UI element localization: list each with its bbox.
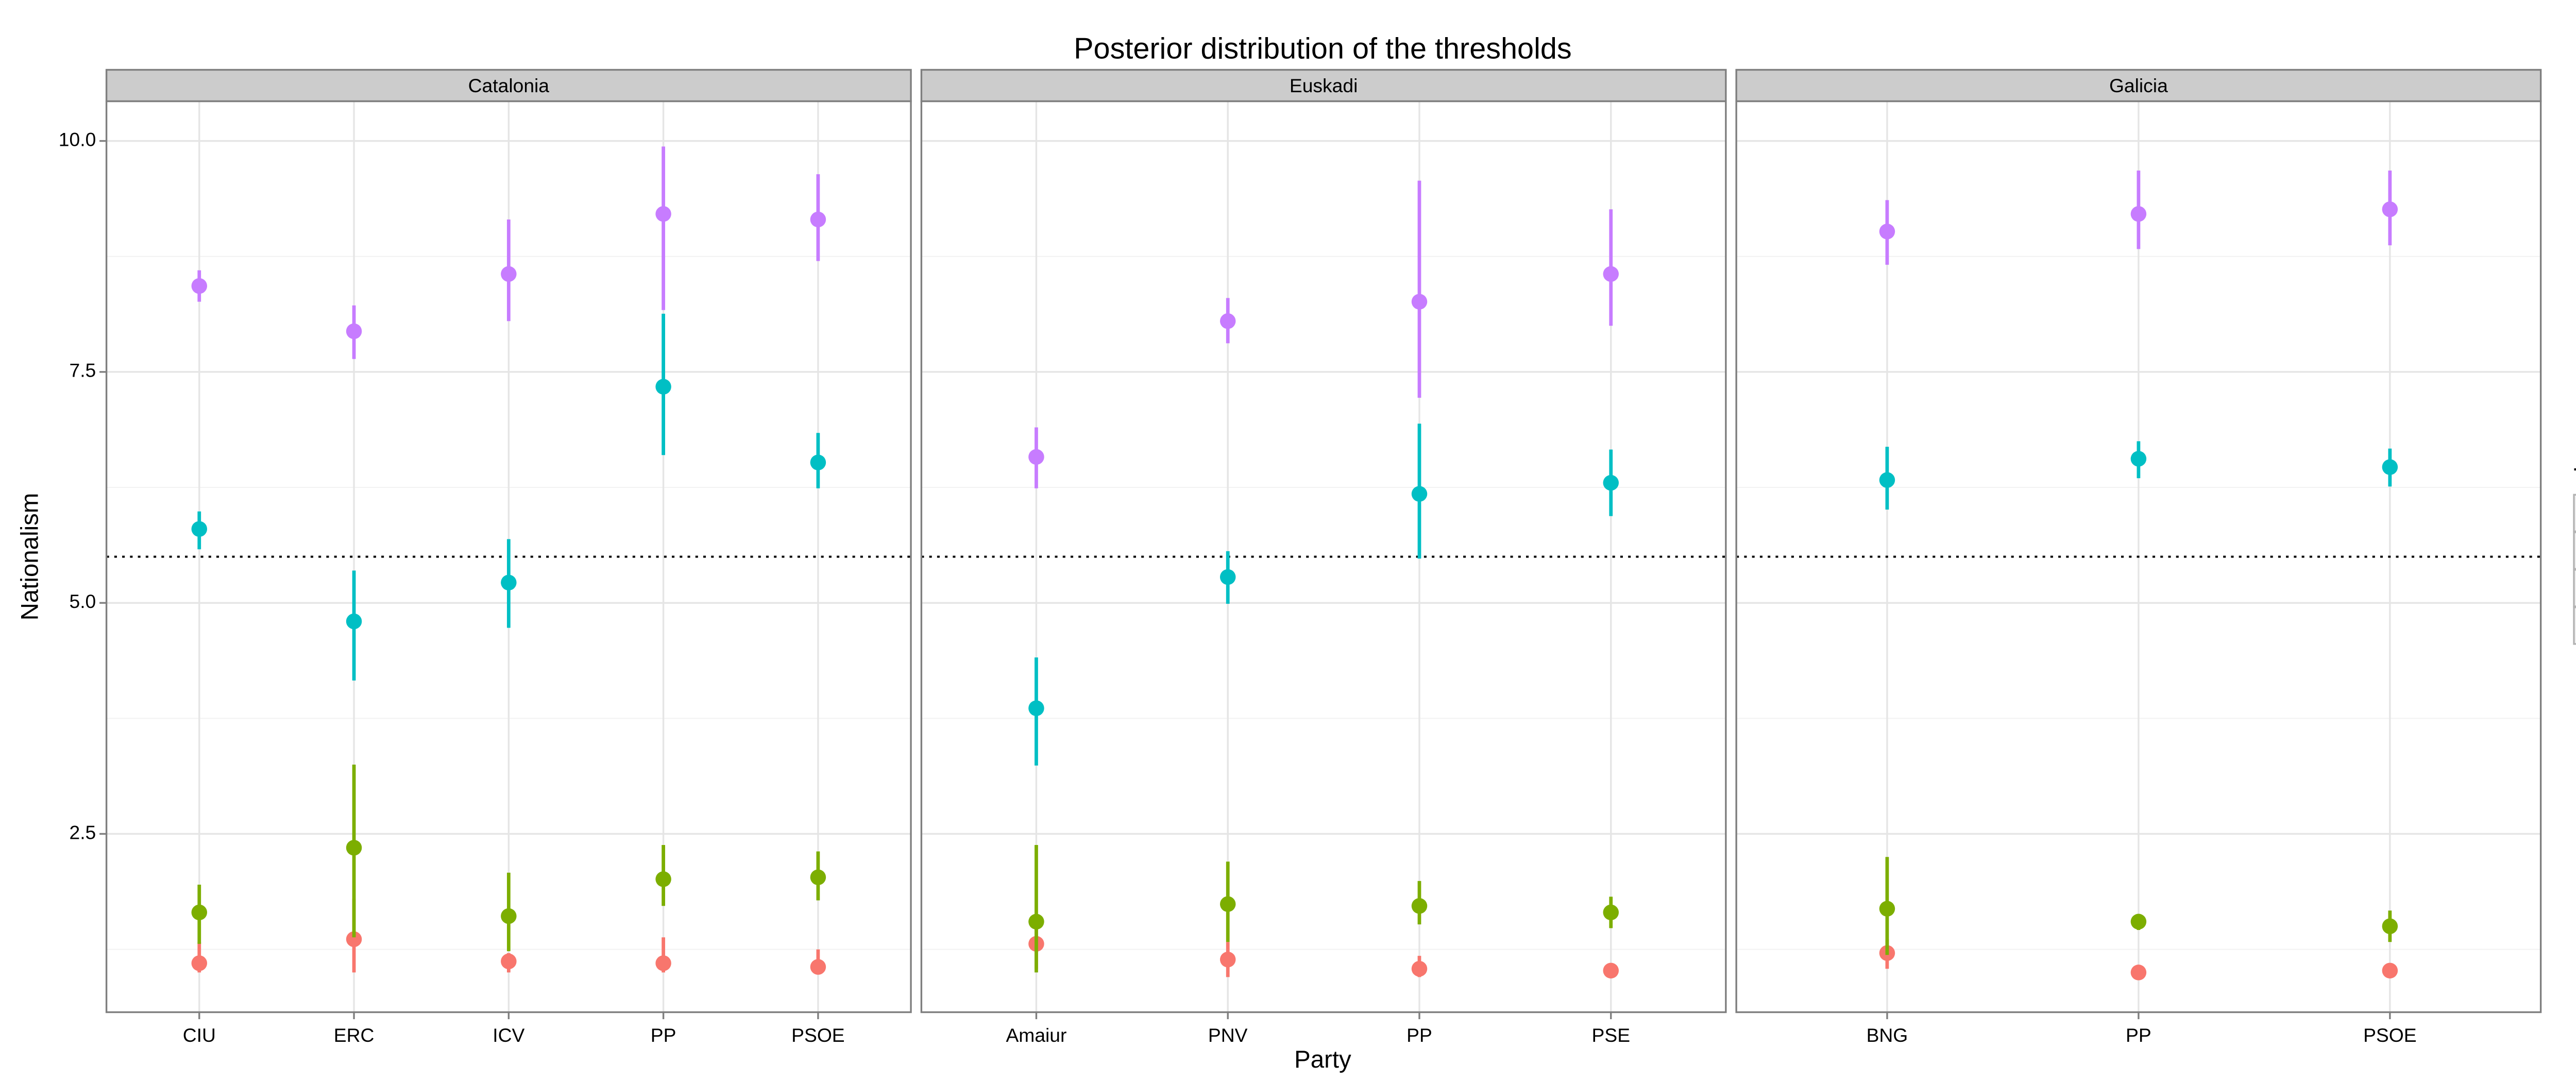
point xyxy=(346,613,362,630)
point xyxy=(501,574,517,590)
point xyxy=(2382,918,2398,934)
y-tick-label: 7.5 xyxy=(69,360,96,381)
x-tick-label: ERC xyxy=(334,1024,375,1046)
point xyxy=(1219,313,1236,329)
point xyxy=(1603,266,1619,282)
point xyxy=(1603,962,1619,979)
x-tick-label: CIU xyxy=(183,1024,216,1046)
x-tick-label: PP xyxy=(1406,1024,1432,1046)
x-tick-label: PSOE xyxy=(791,1024,845,1046)
point xyxy=(655,871,671,887)
point xyxy=(1219,896,1236,912)
point xyxy=(2130,206,2147,222)
point xyxy=(1028,700,1044,716)
point xyxy=(1219,952,1236,968)
point xyxy=(2130,914,2147,930)
x-tick-label: PSOE xyxy=(2363,1024,2417,1046)
y-axis-title: Nationalism xyxy=(16,493,43,621)
legend-key xyxy=(2573,531,2576,570)
point xyxy=(1411,960,1428,977)
point xyxy=(191,521,208,537)
point xyxy=(655,379,671,395)
point xyxy=(1411,486,1428,502)
point xyxy=(346,323,362,340)
point xyxy=(1411,294,1428,310)
point xyxy=(1879,224,1895,240)
point xyxy=(1879,472,1895,488)
point xyxy=(501,953,517,970)
y-tick-label: 10.0 xyxy=(59,128,96,150)
point xyxy=(191,278,208,294)
x-tick-label: ICV xyxy=(493,1024,524,1046)
x-tick-label: BNG xyxy=(1867,1024,1908,1046)
point xyxy=(810,211,826,228)
x-tick-label: PP xyxy=(2126,1024,2151,1046)
y-tick-label: 2.5 xyxy=(69,821,96,843)
x-tick-label: PSE xyxy=(1592,1024,1631,1046)
point xyxy=(1411,898,1428,914)
x-tick-label: PNV xyxy=(1208,1024,1248,1046)
point xyxy=(501,908,517,924)
strip-label: Euskadi xyxy=(1290,75,1358,96)
point xyxy=(1603,475,1619,491)
point xyxy=(1603,904,1619,921)
y-tick-label: 5.0 xyxy=(69,590,96,612)
point xyxy=(655,206,671,222)
strip-label: Catalonia xyxy=(468,75,550,96)
point xyxy=(1219,569,1236,585)
legend-key xyxy=(2573,494,2576,533)
point xyxy=(346,840,362,856)
point xyxy=(2130,965,2147,980)
strip xyxy=(1735,69,2542,103)
point xyxy=(2382,201,2398,217)
chart-title: Posterior distribution of the thresholds xyxy=(1074,32,1572,65)
point xyxy=(2382,962,2398,979)
point xyxy=(1028,914,1044,930)
point xyxy=(1028,449,1044,465)
point xyxy=(191,955,208,971)
point xyxy=(191,904,208,921)
point xyxy=(2130,451,2147,467)
x-tick-label: PP xyxy=(651,1024,676,1046)
point xyxy=(346,931,362,948)
x-axis-title: Party xyxy=(1294,1046,1351,1073)
point xyxy=(501,266,517,282)
point xyxy=(1879,901,1895,917)
legend-key xyxy=(2573,606,2576,645)
point xyxy=(810,454,826,470)
strip xyxy=(920,69,1727,103)
x-tick-label: Amaiur xyxy=(1006,1024,1066,1046)
point xyxy=(810,869,826,885)
point xyxy=(655,955,671,971)
point xyxy=(810,959,826,975)
strip xyxy=(105,69,912,103)
point xyxy=(2382,459,2398,475)
legend-key xyxy=(2573,569,2576,607)
strip-label: Galicia xyxy=(2109,75,2168,96)
legend-title: Threshold xyxy=(2574,464,2576,486)
